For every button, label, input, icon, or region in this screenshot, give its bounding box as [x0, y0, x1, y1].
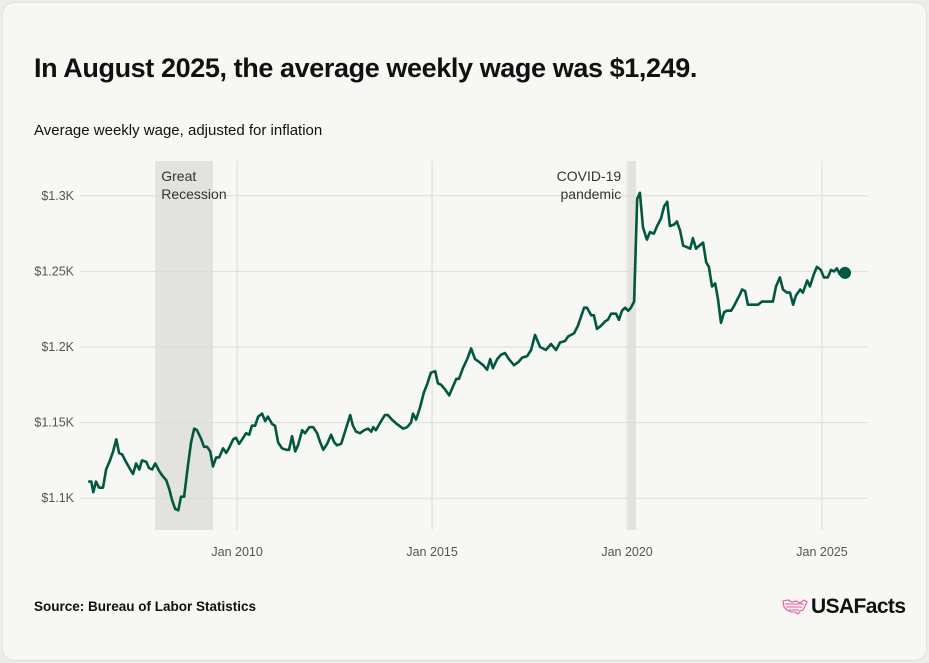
- line-chart: $1.1K $1.15K $1.2K $1.25K $1.3K Jan 2010 Jan 2…: [34, 161, 868, 559]
- usafacts-logo[interactable]: USAFacts: [782, 595, 906, 619]
- x-tick-label: Jan 2025: [796, 545, 847, 559]
- x-tick-label: Jan 2020: [601, 545, 652, 559]
- chart-title: In August 2025, the average weekly wage …: [34, 53, 697, 83]
- y-tick-label: $1.3K: [41, 189, 74, 203]
- y-tick-label: $1.25K: [34, 264, 74, 278]
- annotation-label: Recession: [161, 186, 226, 202]
- y-tick-label: $1.2K: [41, 340, 74, 354]
- annotation-label: pandemic: [561, 186, 622, 202]
- y-tick-label: $1.15K: [34, 416, 74, 430]
- logo-text: USAFacts: [811, 595, 906, 618]
- source-note: Source: Bureau of Labor Statistics: [34, 599, 257, 614]
- x-tick-label: Jan 2010: [211, 545, 262, 559]
- annotation-label: COVID-19: [557, 168, 622, 184]
- annotation-shade: [628, 161, 637, 530]
- chart-subtitle: Average weekly wage, adjusted for inflat…: [34, 122, 323, 139]
- annotation-label: Great: [161, 168, 196, 184]
- last-value-marker: [838, 266, 851, 279]
- wage-series-line: [88, 191, 846, 512]
- wage-data-points: [88, 192, 846, 511]
- us-map-icon: [782, 599, 808, 615]
- y-tick-label: $1.1K: [41, 491, 74, 505]
- annotation-shade: [155, 161, 213, 530]
- x-tick-label: Jan 2015: [406, 545, 457, 559]
